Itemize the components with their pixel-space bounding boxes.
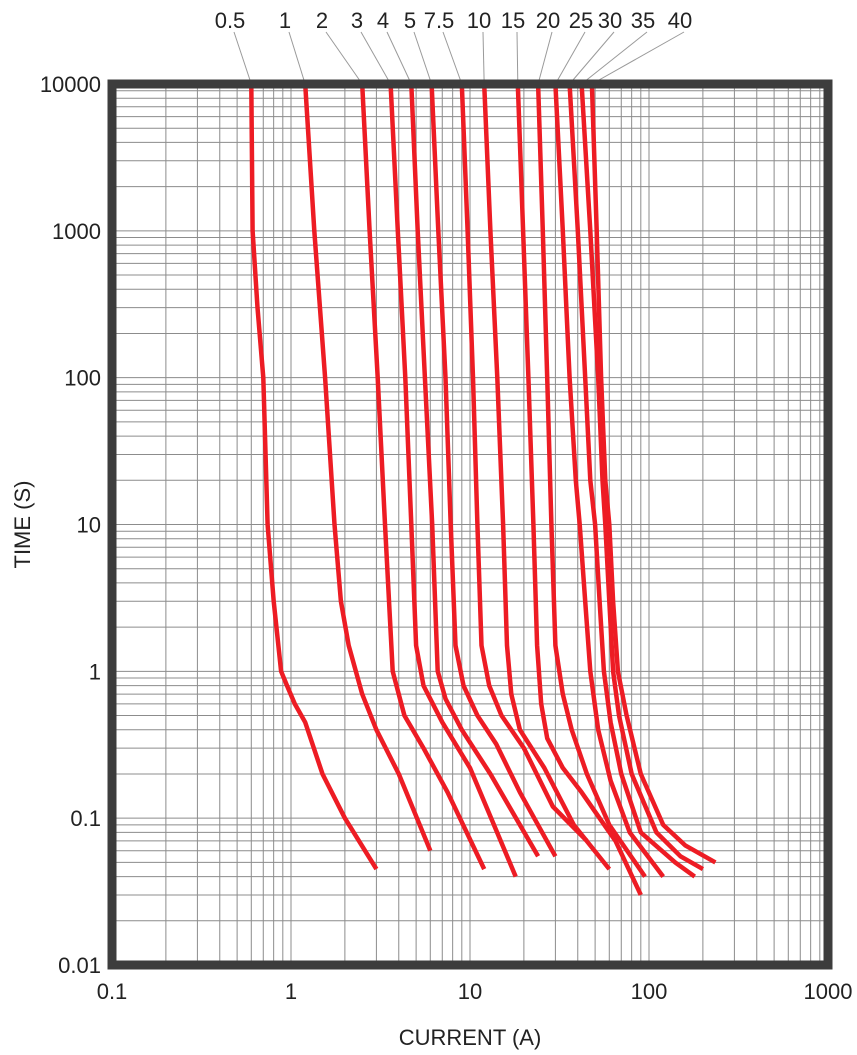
curve-label-0.5: 0.5 bbox=[215, 8, 246, 33]
y-tick-label: 1 bbox=[89, 659, 101, 684]
leader-line-20 bbox=[537, 31, 553, 85]
leader-line-1 bbox=[288, 31, 306, 85]
x-tick-label: 10 bbox=[458, 979, 482, 1004]
leader-line-30 bbox=[569, 31, 615, 85]
curve-2 bbox=[359, 83, 487, 871]
curve-7.5 bbox=[459, 83, 589, 843]
leader-line-3 bbox=[360, 31, 392, 85]
curve-30 bbox=[567, 83, 697, 879]
curve-label-25: 25 bbox=[569, 8, 593, 33]
curve-label-10: 10 bbox=[467, 8, 491, 33]
curve-4 bbox=[409, 83, 541, 858]
curve-label-7.5: 7.5 bbox=[424, 8, 455, 33]
curve-15 bbox=[515, 83, 643, 896]
leader-line-4 bbox=[386, 31, 412, 85]
curve-label-1: 1 bbox=[279, 8, 291, 33]
curve-label-5: 5 bbox=[404, 8, 416, 33]
y-tick-label: 0.1 bbox=[70, 806, 101, 831]
curve-label-2: 2 bbox=[316, 8, 328, 33]
curve-label-3: 3 bbox=[351, 8, 363, 33]
x-tick-label: 0.1 bbox=[97, 979, 128, 1004]
curve-labels: 0.5 1 2 3 4 5 7.5 10 15 20 25 30 35 40 bbox=[215, 8, 693, 33]
leader-line-15 bbox=[516, 31, 519, 85]
y-tick-label: 10000 bbox=[40, 72, 101, 97]
curve-label-4: 4 bbox=[377, 8, 389, 33]
leader-line-25 bbox=[554, 31, 586, 85]
x-tick-label: 1 bbox=[285, 979, 297, 1004]
y-axis-title: TIME (S) bbox=[10, 481, 35, 569]
x-tick-label: 1000 bbox=[804, 979, 853, 1004]
label-leader-lines bbox=[233, 31, 685, 85]
curve-40 bbox=[589, 83, 717, 865]
curve-label-30: 30 bbox=[598, 8, 622, 33]
leader-line-40 bbox=[591, 31, 685, 85]
curve-label-15: 15 bbox=[501, 8, 525, 33]
y-tick-label: 10 bbox=[77, 513, 101, 538]
grid-lines bbox=[111, 84, 828, 966]
x-tick-label: 100 bbox=[631, 979, 668, 1004]
curve-0.5 bbox=[249, 83, 379, 871]
y-tick-label: 0.01 bbox=[58, 953, 101, 978]
y-tick-labels: 0.01 0.1 1 10 100 1000 10000 bbox=[40, 72, 101, 978]
leader-line-2 bbox=[325, 31, 363, 85]
y-tick-label: 100 bbox=[64, 366, 101, 391]
curve-10 bbox=[481, 83, 612, 871]
leader-line-0.5 bbox=[233, 31, 252, 85]
plot-frame bbox=[107, 79, 833, 970]
y-tick-label: 1000 bbox=[52, 219, 101, 244]
curve-label-35: 35 bbox=[631, 8, 655, 33]
curve-25 bbox=[553, 83, 665, 878]
leader-line-5 bbox=[413, 31, 433, 85]
leader-line-10 bbox=[482, 31, 485, 85]
curve-35 bbox=[579, 83, 705, 872]
leader-line-7.5 bbox=[442, 31, 463, 85]
curve-group bbox=[249, 83, 717, 896]
curve-label-20: 20 bbox=[536, 8, 560, 33]
x-axis-title: CURRENT (A) bbox=[399, 1025, 542, 1050]
curve-5 bbox=[429, 83, 558, 858]
curve-1 bbox=[302, 83, 433, 852]
leader-line-35 bbox=[581, 31, 648, 85]
curve-3 bbox=[388, 83, 518, 878]
x-tick-labels: 0.1 1 10 100 1000 bbox=[97, 979, 853, 1004]
curve-label-40: 40 bbox=[668, 8, 692, 33]
curve-20 bbox=[535, 83, 647, 878]
